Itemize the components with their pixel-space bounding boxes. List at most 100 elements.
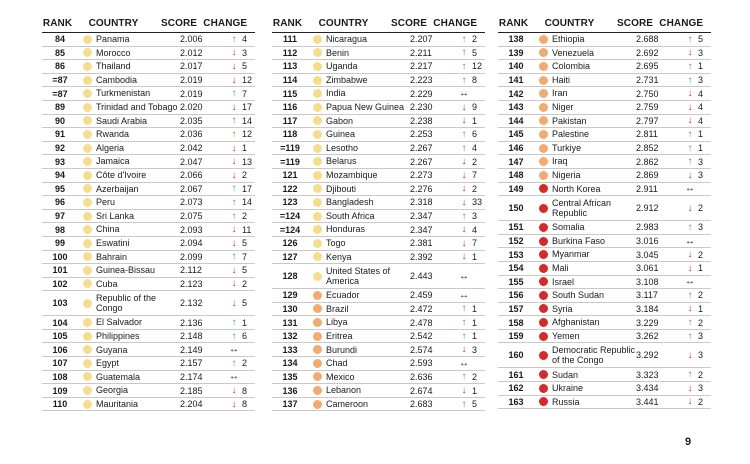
change-cell: 1 [472,303,478,314]
no-change-icon: ↔ [685,276,695,288]
status-dot-icon [82,252,92,262]
score-cell: 2.207 [410,34,433,45]
arrow-down-icon: ↓ [231,156,237,168]
country-cell: Honduras [326,224,366,235]
rank-cell: =87 [52,75,68,86]
rank-cell: 129 [282,290,298,301]
table-row: 149 North Korea 2.911 ↔ [498,183,711,197]
table-row: 145 Palestine 2.811 ↑ 1 [498,128,711,142]
country-cell: Philippines [96,330,140,341]
table-row: 116 Papua New Guinea 2.230 ↓ 9 [272,101,485,115]
arrow-down-icon: ↓ [461,169,467,181]
table-row: 147 Iraq 2.862 ↑ 3 [498,155,711,169]
arrow-up-icon: ↑ [461,371,467,383]
status-dot-icon [82,358,92,368]
score-cell: 2.230 [410,102,433,113]
status-dot-icon [538,370,548,380]
change-cell: 3 [698,75,704,86]
arrow-up-icon: ↑ [461,317,467,329]
rank-cell: 116 [282,102,298,113]
table-row: 86 Thailand 2.017 ↓ 5 [42,60,255,74]
score-cell: 2.099 [180,251,203,262]
arrow-up-icon: ↑ [461,330,467,342]
country-cell: Mexico [326,371,355,382]
change-cell: 1 [472,115,478,126]
score-cell: 2.478 [410,317,433,328]
rank-cell: 107 [52,358,68,369]
table-row: 157 Syria 3.184 ↓ 1 [498,303,711,317]
status-dot-icon [82,265,92,275]
country-cell: Iran [552,88,568,99]
country-cell: Jamaica [96,156,130,167]
rank-cell: 134 [282,358,298,369]
table-row: 117 Gabon 2.238 ↓ 1 [272,115,485,129]
rank-cell: 94 [54,170,65,181]
header-rank: RANK [42,17,73,29]
change-cell: 17 [242,102,253,113]
country-cell: South Sudan [552,290,605,301]
country-cell: Sudan [552,369,579,380]
table-row: 134 Chad 2.593 ↔ [272,357,485,371]
header-rank: RANK [498,17,529,29]
arrow-up-icon: ↑ [461,303,467,315]
status-dot-icon [82,102,92,112]
arrow-down-icon: ↓ [231,74,237,86]
status-dot-icon [312,225,322,235]
table-row: 143 Niger 2.759 ↓ 4 [498,101,711,115]
rank-cell: 114 [282,75,298,86]
table-row: 104 El Salvador 2.136 ↑ 1 [42,316,255,330]
header-score: SCORE [391,17,428,29]
score-cell: 2.093 [180,224,203,235]
status-dot-icon [82,318,92,328]
country-cell: Guinea [326,129,356,140]
country-cell: Somalia [552,222,585,233]
change-cell: 1 [472,385,478,396]
header-country: COUNTRY [88,17,139,29]
table-row: 118 Guinea 2.253 ↑ 6 [272,128,485,142]
table-row: 141 Haiti 2.731 ↑ 3 [498,74,711,88]
rank-cell: 144 [508,115,524,126]
header-score: SCORE [617,17,654,29]
score-cell: 2.174 [180,371,203,382]
change-cell: 3 [698,47,704,58]
arrow-up-icon: ↑ [687,74,693,86]
status-dot-icon [312,129,322,139]
score-cell: 2.238 [410,115,433,126]
arrow-up-icon: ↑ [461,60,467,72]
rank-cell: 102 [52,278,68,289]
change-cell: 5 [242,238,248,249]
rank-cell: 138 [508,34,524,45]
rank-cell: 151 [508,222,524,233]
arrow-up-icon: ↑ [687,221,693,233]
change-cell: 3 [698,350,704,361]
rank-cell: 143 [508,102,524,113]
status-dot-icon [312,331,322,341]
country-cell: Egypt [96,358,120,369]
status-dot-icon [312,34,322,44]
country-cell: Eritrea [326,330,353,341]
arrow-up-icon: ↑ [231,115,237,127]
change-cell: 12 [472,61,483,72]
table-row: 159 Yemen 3.262 ↑ 3 [498,330,711,344]
country-cell: Cuba [96,278,118,289]
no-change-icon: ↔ [459,270,469,282]
table-row: 115 India 2.229 ↔ [272,87,485,101]
arrow-up-icon: ↑ [231,128,237,140]
table-row: 94 Côte d'Ivoire 2.066 ↓ 2 [42,169,255,183]
table-row: 148 Nigeria 2.869 ↓ 3 [498,169,711,183]
score-cell: 2.132 [180,298,203,309]
rank-cell: 154 [508,263,524,274]
score-cell: 2.347 [410,211,433,222]
score-cell: 2.229 [410,88,433,99]
status-dot-icon [82,48,92,58]
status-dot-icon [312,211,322,221]
arrow-down-icon: ↓ [687,303,693,315]
status-dot-icon [82,197,92,207]
status-dot-icon [538,157,548,167]
arrow-down-icon: ↓ [231,278,237,290]
country-cell: Burkina Faso [552,235,606,246]
arrow-down-icon: ↓ [231,297,237,309]
score-cell: 2.047 [180,156,203,167]
table-row: 95 Azerbaijan 2.067 ↑ 17 [42,183,255,197]
status-dot-icon [312,157,322,167]
